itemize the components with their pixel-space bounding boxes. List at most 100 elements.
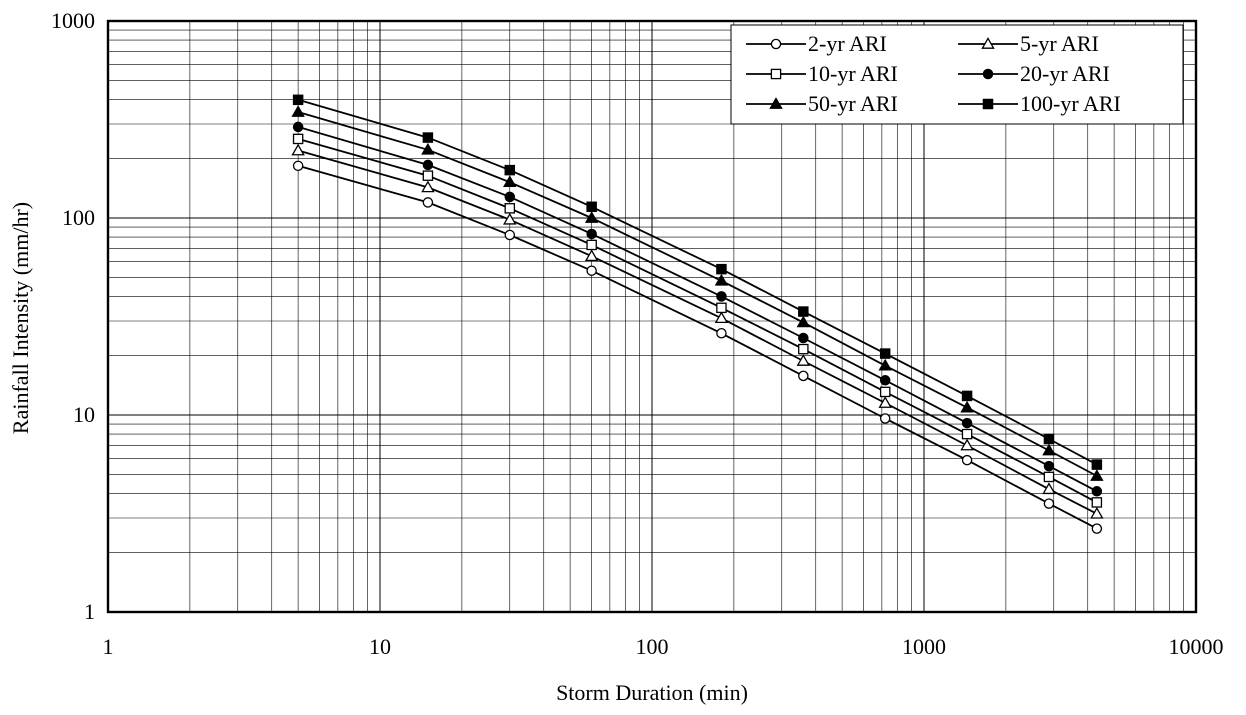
- legend-item: 2-yr ARI: [746, 31, 887, 56]
- data-point: [961, 454, 973, 466]
- data-point: [584, 211, 599, 223]
- data-point: [421, 142, 435, 155]
- series-line: [297, 126, 1098, 493]
- legend-item: 5-yr ARI: [958, 31, 1099, 56]
- data-point: [798, 370, 809, 382]
- data-point: [504, 164, 516, 176]
- data-point: [960, 438, 974, 451]
- y-tick-label: 1: [84, 599, 95, 624]
- data-point: [879, 386, 891, 398]
- legend-marker: [770, 68, 782, 80]
- x-tick-label: 10000: [1169, 634, 1224, 659]
- data-point: [422, 197, 434, 208]
- data-point: [714, 311, 729, 324]
- legend-box: [730, 24, 1184, 125]
- data-point: [504, 191, 516, 203]
- data-point: [798, 306, 809, 317]
- data-point: [798, 332, 809, 344]
- data-point: [960, 400, 974, 413]
- series-line: [297, 149, 1098, 515]
- y-tick-label: 1000: [51, 8, 95, 33]
- data-point: [1090, 469, 1104, 481]
- data-point: [504, 203, 516, 214]
- data-point: [961, 417, 973, 429]
- legend: 2-yr ARI 5-yr ARI 10-yr ARI 20-yr ARI 50-yr …: [730, 24, 1184, 125]
- data-point: [1090, 506, 1104, 519]
- data-point: [716, 291, 727, 302]
- data-point: [503, 175, 517, 188]
- data-point: [1043, 460, 1055, 472]
- data-point: [292, 133, 304, 145]
- data-point: [422, 132, 434, 143]
- legend-label: 50-yr ARI: [808, 91, 898, 116]
- data-point: [1043, 433, 1055, 445]
- series-line: [297, 138, 1098, 504]
- data-point: [714, 273, 729, 286]
- data-point: [879, 375, 891, 386]
- data-point: [292, 160, 304, 172]
- legend-label: 10-yr ARI: [808, 61, 898, 86]
- legend-marker: [769, 97, 783, 109]
- data-point: [1091, 523, 1103, 534]
- data-point: [503, 212, 517, 225]
- series-5-yr-ari: [291, 143, 1104, 519]
- data-point: [716, 263, 727, 275]
- data-point: [961, 428, 973, 440]
- data-point: [1091, 497, 1103, 508]
- data-point: [586, 201, 597, 213]
- x-tick-label: 10: [369, 634, 391, 659]
- data-point: [878, 396, 892, 408]
- data-point: [292, 94, 304, 106]
- data-point: [291, 105, 305, 117]
- plot-area-frame: [106, 19, 1198, 614]
- series-50-yr-ari: [291, 105, 1104, 481]
- data-point: [504, 229, 516, 241]
- x-tick-label: 1: [103, 634, 114, 659]
- y-axis-title: Rainfall Intensity (mm/hr): [8, 202, 33, 434]
- series-line: [297, 98, 1098, 466]
- data-point: [716, 302, 727, 314]
- data-point: [586, 239, 597, 251]
- x-tick-label: 100: [636, 634, 669, 659]
- data-point: [879, 413, 891, 424]
- data-point: [584, 249, 599, 262]
- legend-marker: [982, 98, 994, 110]
- data-point: [1091, 486, 1103, 497]
- x-tick-label: 1000: [902, 634, 946, 659]
- data-point: [1043, 471, 1055, 483]
- data-point: [586, 265, 597, 276]
- data-point: [798, 343, 809, 355]
- data-point: [291, 143, 305, 156]
- data-point: [422, 170, 434, 181]
- legend-item: 100-yr ARI: [958, 91, 1121, 116]
- legend-marker: [981, 37, 995, 49]
- data-point: [1042, 482, 1056, 495]
- legend-label: 2-yr ARI: [808, 31, 887, 56]
- series-20-yr-ari: [292, 121, 1103, 497]
- data-point: [879, 348, 891, 359]
- data-point: [878, 358, 892, 371]
- data-point: [1043, 498, 1055, 509]
- tick-labels: 1 10 100 1000 10000 1 10 100 1000: [51, 8, 1224, 659]
- x-axis-title: Storm Duration (min): [556, 680, 748, 705]
- legend-label: 5-yr ARI: [1020, 31, 1099, 56]
- legend-item: 10-yr ARI: [746, 61, 898, 86]
- series-2-yr-ari: [292, 160, 1103, 534]
- series-100-yr-ari: [292, 94, 1103, 470]
- series-10-yr-ari: [292, 133, 1103, 508]
- data-point: [796, 315, 811, 328]
- y-tick-label: 100: [62, 205, 95, 230]
- grid: [107, 21, 1196, 613]
- data-point: [586, 228, 597, 240]
- data-point: [716, 328, 727, 339]
- y-tick-label: 10: [73, 402, 95, 427]
- series-layer: [291, 94, 1104, 534]
- data-point: [421, 180, 435, 193]
- data-point: [422, 159, 434, 171]
- legend-item: 20-yr ARI: [958, 61, 1110, 86]
- data-point: [961, 390, 973, 402]
- legend-label: 20-yr ARI: [1020, 61, 1110, 86]
- data-point: [292, 121, 304, 133]
- legend-label: 100-yr ARI: [1020, 91, 1121, 116]
